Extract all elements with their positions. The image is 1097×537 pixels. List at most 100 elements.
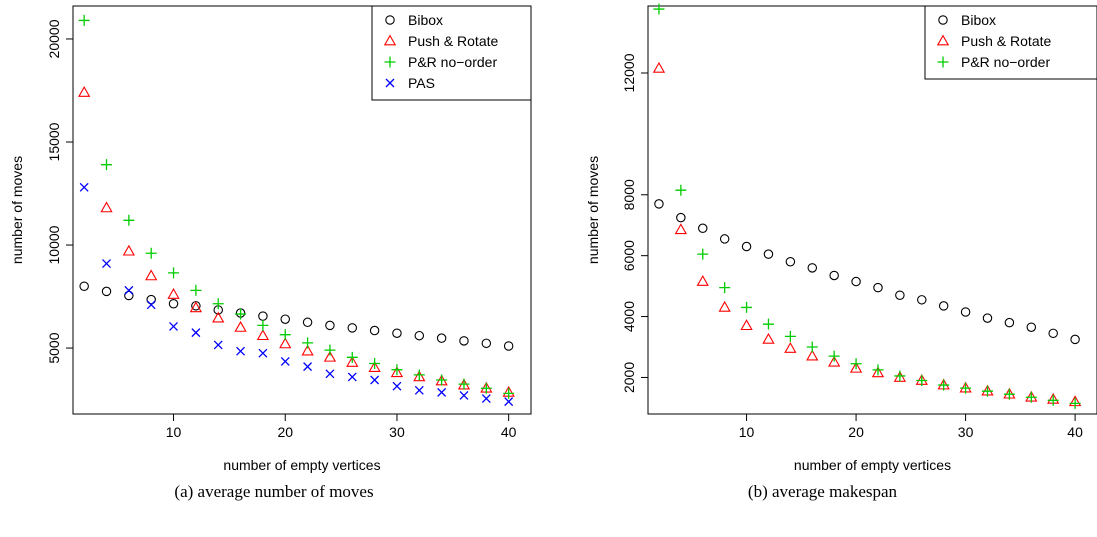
data-point [258, 311, 268, 321]
y-tick-label: 6000 [621, 240, 637, 271]
data-point [763, 249, 774, 259]
data-point [79, 182, 89, 192]
data-point [168, 267, 180, 279]
data-point [123, 214, 135, 226]
data-point [807, 263, 818, 273]
data-point [806, 349, 819, 361]
caption-a: (a) average number of moves [174, 482, 374, 501]
y-tick-label: 4000 [621, 301, 637, 332]
legend: Bibox Push & Rotate P&R no−order PAS [371, 5, 532, 101]
data-point [368, 361, 381, 372]
data-point [503, 341, 514, 351]
plot-frame [647, 5, 1097, 415]
x-tick-label: 10 [166, 424, 182, 440]
data-point [960, 382, 972, 394]
data-point [960, 307, 971, 317]
data-point [504, 397, 514, 407]
data-point [191, 328, 201, 338]
data-point [169, 321, 178, 331]
data-point [1025, 391, 1037, 403]
legend-label: Push & Rotate [961, 33, 1051, 49]
data-point [79, 281, 89, 291]
x-tick-label: 10 [739, 424, 755, 440]
data-point [481, 394, 491, 404]
data-point [981, 385, 993, 397]
data-point [302, 337, 314, 349]
data-point [325, 320, 335, 331]
data-point [652, 61, 666, 73]
data-point [849, 361, 863, 373]
data-point [190, 284, 202, 296]
data-point [145, 269, 158, 281]
data-point [369, 325, 380, 336]
legend-label: PAS [408, 75, 435, 91]
series-bibox [654, 199, 1080, 345]
data-point [938, 379, 950, 391]
data-point [480, 382, 492, 394]
data-point [257, 319, 269, 331]
legend-label: Bibox [961, 12, 996, 28]
data-point [189, 301, 203, 313]
data-point [258, 348, 268, 358]
legend-label: Bibox [408, 12, 443, 28]
legend-label: P&R no−order [961, 54, 1050, 70]
data-point [212, 311, 225, 323]
data-point [370, 375, 380, 385]
data-point [347, 323, 358, 333]
data-point [346, 351, 358, 363]
data-point [481, 338, 492, 349]
legend-marker [936, 34, 950, 46]
x-tick-label: 40 [1067, 424, 1083, 440]
data-point [101, 159, 113, 171]
data-point [392, 381, 402, 391]
series-pas [79, 182, 514, 407]
data-point [1047, 394, 1059, 406]
data-point [369, 358, 381, 370]
data-point [280, 356, 290, 366]
data-point [806, 341, 818, 353]
data-point [1026, 322, 1037, 332]
data-point [873, 282, 883, 293]
legend-marker [384, 56, 396, 68]
data-point [917, 295, 927, 305]
data-point [653, 3, 665, 15]
data-point [391, 364, 403, 376]
data-point [698, 223, 708, 234]
legend-box [924, 5, 1097, 80]
legend-marker [385, 15, 395, 25]
data-point [1069, 397, 1081, 409]
data-point [718, 300, 731, 312]
data-point [213, 340, 223, 350]
data-point [916, 375, 928, 387]
x-tick-label: 20 [277, 424, 293, 440]
data-point [436, 333, 447, 343]
plot-frame [72, 5, 532, 415]
data-point [828, 350, 840, 362]
data-point [762, 332, 775, 344]
data-point [146, 294, 156, 305]
data-point [1070, 334, 1080, 345]
data-point [324, 344, 336, 356]
legend-marker [938, 15, 948, 25]
data-point [279, 337, 292, 349]
data-point [850, 358, 862, 370]
data-point [871, 366, 885, 378]
data-point [654, 199, 664, 209]
data-point [828, 355, 841, 367]
data-point [459, 336, 469, 346]
data-point [124, 290, 134, 301]
x-tick-label: 30 [958, 424, 974, 440]
y-tick-label: 2000 [621, 362, 637, 393]
x-tick-label: 40 [501, 424, 517, 440]
data-point [414, 330, 425, 341]
data-point [784, 330, 796, 342]
data-point [256, 329, 270, 341]
legend-marker [383, 34, 397, 46]
data-point [325, 369, 335, 379]
data-point [784, 342, 797, 353]
data-point [323, 350, 337, 362]
data-point [347, 372, 357, 382]
data-point [982, 313, 993, 323]
y-tick-label: 15000 [46, 122, 62, 161]
data-point [785, 257, 796, 267]
